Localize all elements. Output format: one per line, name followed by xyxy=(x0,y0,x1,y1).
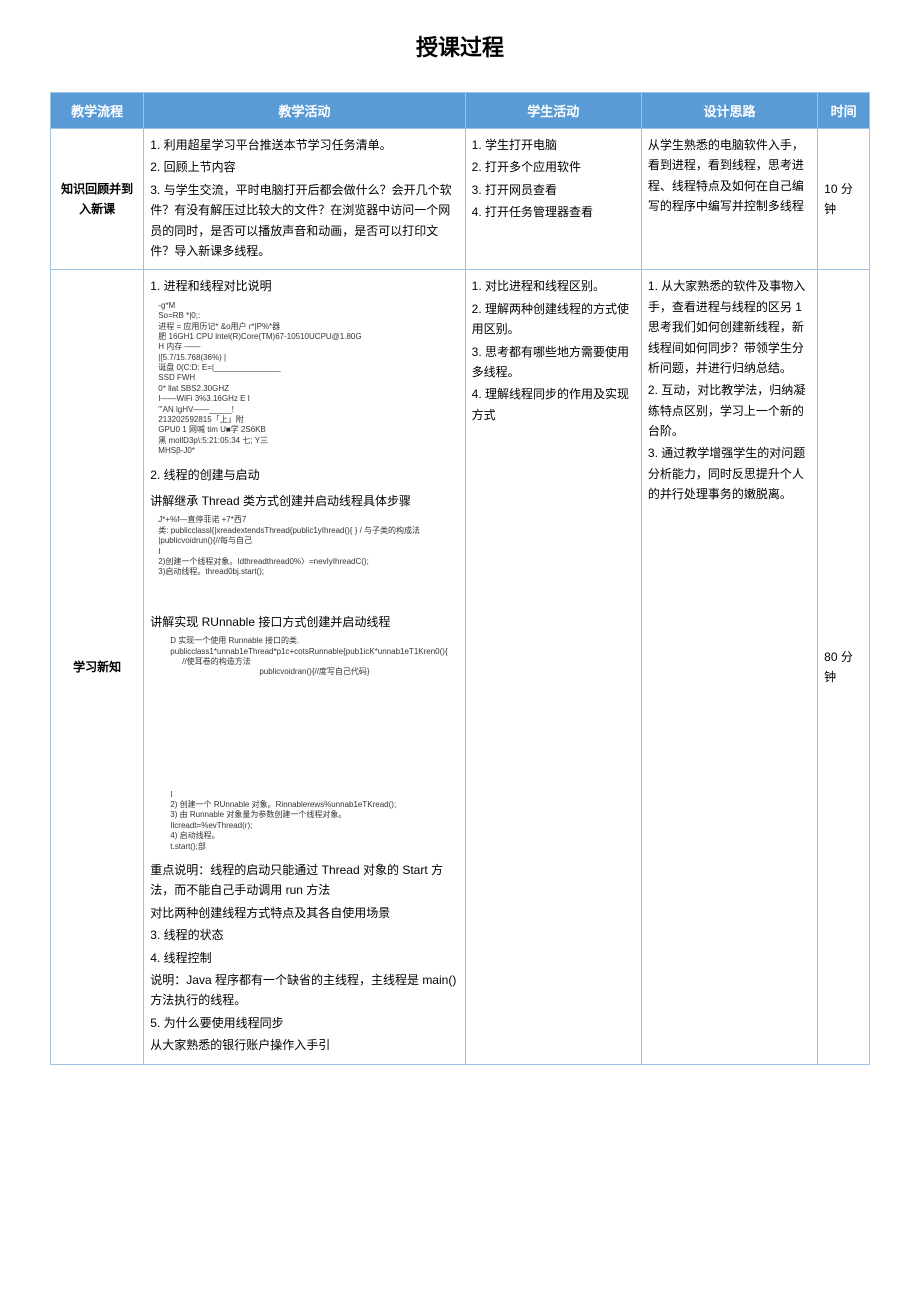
table-row: 知识回顾并到入新课 1. 利用超星学习平台推送本节学习任务清单。 2. 回顾上节… xyxy=(51,129,870,270)
code-line: 3)启动线程。thread0bj.start(); xyxy=(158,567,458,577)
header-time: 时间 xyxy=(818,93,870,129)
teaching-h3: 讲解实现 RUnnable 接口方式创建并启动线程 xyxy=(150,612,458,632)
header-teaching: 教学活动 xyxy=(144,93,465,129)
code-line: //使耳卷的构造方法 xyxy=(170,657,458,667)
code-block-3: D 实现一个使用 Runnable 接口的类. publicclass1*unn… xyxy=(158,636,458,678)
teaching-h2sub: 讲解继承 Thread 类方式创建并启动线程具体步骤 xyxy=(150,491,458,511)
code-line: I xyxy=(170,790,458,800)
row2-design: 1. 从大家熟悉的软件及事物入手，查看进程与线程的区另 1 思考我们如何创建新线… xyxy=(641,270,817,1064)
row1-time: 10 分钟 xyxy=(818,129,870,270)
student-line: 1. 学生打开电脑 xyxy=(472,135,635,155)
teaching-p1: 重点说明：线程的启动只能通过 Thread 对象的 Start 方法，而不能自己… xyxy=(150,860,458,901)
header-row: 教学流程 教学活动 学生活动 设计思路 时间 xyxy=(51,93,870,129)
design-line: 3. 通过教学增强学生的对问题分析能力，同时反思提升个人的并行处理事务的嫩脱离。 xyxy=(648,443,811,504)
code-line: 0* llat SBS2.30GHZ xyxy=(158,384,458,394)
code-line: publicvoidran(){//度写自己代码} xyxy=(170,667,458,677)
teaching-line: 2. 回顾上节内容 xyxy=(150,157,458,177)
code-line: MHSβ-J0* xyxy=(158,446,458,456)
student-line: 2. 打开多个应用软件 xyxy=(472,157,635,177)
code-line: H 内存 —— xyxy=(158,342,458,352)
lesson-table: 教学流程 教学活动 学生活动 设计思路 时间 知识回顾并到入新课 1. 利用超星… xyxy=(50,92,870,1065)
teaching-p3: 说明：Java 程序都有一个缺省的主线程，主线程是 main()方法执行的线程。 xyxy=(150,970,458,1011)
code-line: D 实现一个使用 Runnable 接口的类. xyxy=(170,636,458,646)
student-line: 4. 打开任务管理器查看 xyxy=(472,202,635,222)
design-line: 1. 从大家熟悉的软件及事物入手，查看进程与线程的区另 1 思考我们如何创建新线… xyxy=(648,276,811,378)
teaching-h5: 4. 线程控制 xyxy=(150,948,458,968)
teaching-p2: 对比两种创建线程方式特点及其各自使用场景 xyxy=(150,903,458,923)
code-line: 黑 mollD3p\:5:21:05:34 七; Y三 xyxy=(158,436,458,446)
row1-teaching: 1. 利用超星学习平台推送本节学习任务清单。 2. 回顾上节内容 3. 与学生交… xyxy=(144,129,465,270)
row2-flow: 学习新知 xyxy=(51,270,144,1064)
code-line: J*+%f—直停菲诺 +7*西7 xyxy=(158,515,458,525)
design-line: 2. 互动，对比教学法，归纳凝练特点区别，学习上一个新的台阶。 xyxy=(648,380,811,441)
student-line: 1. 对比进程和线程区别。 xyxy=(472,276,635,296)
teaching-p4: 从大家熟悉的银行账户操作入手引 xyxy=(150,1035,458,1055)
code-line: 诞盘 0(C:D: E=|_______________ xyxy=(158,363,458,373)
header-student: 学生活动 xyxy=(465,93,641,129)
code-line: "'AN lgHV——_____! xyxy=(158,405,458,415)
code-line: 4) 启动线程。 xyxy=(170,831,458,841)
student-line: 2. 理解两种创建线程的方式使用区别。 xyxy=(472,299,635,340)
teaching-h4: 3. 线程的状态 xyxy=(150,925,458,945)
code-block-1: -g*M So=RB *|0;: 进程 = 应用历记* &o用户 r*|P%*器… xyxy=(158,301,458,457)
code-line: Ilcreadt=%evThread(r); xyxy=(170,821,458,831)
code-line: t.start();部 xyxy=(170,842,458,852)
header-design: 设计思路 xyxy=(641,93,817,129)
row1-student: 1. 学生打开电脑 2. 打开多个应用软件 3. 打开网员查看 4. 打开任务管… xyxy=(465,129,641,270)
page-title: 授课过程 xyxy=(50,30,870,62)
teaching-h2: 2. 线程的创建与启动 xyxy=(150,465,458,485)
spacer xyxy=(150,686,458,786)
code-block-2: J*+%f—直停菲诺 +7*西7 类: publicclassl{|xreade… xyxy=(158,515,458,577)
teaching-line: 1. 利用超星学习平台推送本节学习任务清单。 xyxy=(150,135,458,155)
code-line: -g*M xyxy=(158,301,458,311)
row2-time: 80 分钟 xyxy=(818,270,870,1064)
row1-flow: 知识回顾并到入新课 xyxy=(51,129,144,270)
row2-teaching: 1. 进程和线程对比说明 -g*M So=RB *|0;: 进程 = 应用历记*… xyxy=(144,270,465,1064)
code-line: 213202592815「上」附 xyxy=(158,415,458,425)
code-line: So=RB *|0;: xyxy=(158,311,458,321)
student-line: 3. 打开网员查看 xyxy=(472,180,635,200)
code-line: I xyxy=(158,547,458,557)
spacer xyxy=(150,586,458,606)
row1-design: 从学生熟悉的电脑软件入手，看到进程，看到线程，思考进程、线程特点及如何在自己编写… xyxy=(641,129,817,270)
teaching-h1: 1. 进程和线程对比说明 xyxy=(150,276,458,296)
code-line: I——WiFi 3%3.16GHz E I xyxy=(158,394,458,404)
table-row: 学习新知 1. 进程和线程对比说明 -g*M So=RB *|0;: 进程 = … xyxy=(51,270,870,1064)
teaching-h6: 5. 为什么要使用线程同步 xyxy=(150,1013,458,1033)
code-line: 类: publicclassl{|xreadextendsThread{publ… xyxy=(158,526,458,536)
teaching-line: 3. 与学生交流，平时电脑打开后都会做什么？会开几个软件？有没有解压过比较大的文… xyxy=(150,180,458,262)
student-line: 3. 思考都有哪些地方需要使用多线程。 xyxy=(472,342,635,383)
row2-student: 1. 对比进程和线程区别。 2. 理解两种创建线程的方式使用区别。 3. 思考都… xyxy=(465,270,641,1064)
code-line: SSD FWH xyxy=(158,373,458,383)
student-line: 4. 理解线程同步的作用及实现方式 xyxy=(472,384,635,425)
code-line: 肥 16GH1 CPU lntel(R)Core(TM)67-10510UCPU… xyxy=(158,332,458,342)
header-flow: 教学流程 xyxy=(51,93,144,129)
code-line: 3) 由 Runnable 对象量为参数创建一个线程对象。 xyxy=(170,810,458,820)
code-line: |[5.7/15.768(36%) | xyxy=(158,353,458,363)
code-line: 2) 创建一个 RUnnable 对象。Rinnablerews%unnab1e… xyxy=(170,800,458,810)
code-line: 2)创建一个线程对象。Idthreadthread0%〉=nevIyIhread… xyxy=(158,557,458,567)
code-line: |publicvoidrun(){//每与自己 xyxy=(158,536,458,546)
code-line: publicclass1*unnab1eThread*p1c+cotsRunna… xyxy=(170,647,458,657)
code-line: 进程 = 应用历记* &o用户 r*|P%*器 xyxy=(158,322,458,332)
code-line: GPU0 1 网喊 tim U■学 2S6KB xyxy=(158,425,458,435)
code-block-4: I 2) 创建一个 RUnnable 对象。Rinnablerews%unnab… xyxy=(158,790,458,852)
